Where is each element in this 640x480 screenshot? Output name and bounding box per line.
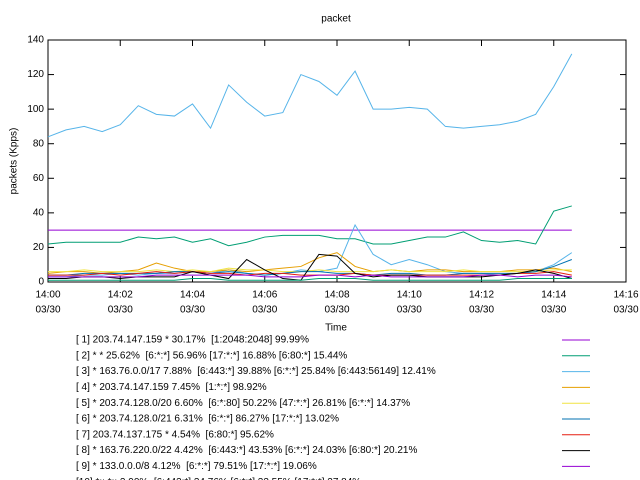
y-tick-label: 100 [27, 104, 44, 115]
x-axis-label: Time [325, 323, 347, 334]
series-line [48, 278, 572, 281]
x-tick-label: 14:10 [397, 290, 422, 301]
legend-label: [ 3] * 163.76.0.0/17 7.88% [6:443:*] 39.… [76, 366, 436, 377]
series-line [47, 53, 573, 138]
series-line [48, 223, 573, 278]
x-tick-label: 03/30 [613, 305, 638, 316]
x-tick-label: 14:00 [35, 290, 60, 301]
y-tick-label: 20 [33, 242, 45, 253]
y-tick-label: 80 [33, 138, 45, 149]
x-tick-label: 14:02 [108, 290, 133, 301]
x-tick-label: 14:04 [180, 290, 205, 301]
x-tick-label: 03/30 [469, 305, 494, 316]
x-tick-label: 03/30 [541, 305, 566, 316]
legend-label: [ 9] * 133.0.0.0/8 4.12% [6:*:*] 79.51% … [76, 461, 317, 472]
x-tick-label: 03/30 [324, 305, 349, 316]
chart-title: packet [321, 14, 351, 25]
legend-label: [ 1] 203.74.147.159 * 30.17% [1:2048:204… [76, 335, 309, 346]
x-tick-label: 03/30 [108, 305, 133, 316]
x-tick-label: 14:06 [252, 290, 277, 301]
legend-label: [ 6] * 203.74.128.0/21 6.31% [6:*:*] 86.… [76, 414, 339, 425]
legend-label: [10] *:: *:: 2.90% [6:443:*] 34.76% [6:*… [76, 477, 361, 480]
x-tick-label: 14:08 [324, 290, 349, 301]
x-tick-label: 14:16 [613, 290, 638, 301]
series-line [47, 252, 572, 274]
y-tick-label: 0 [38, 277, 44, 288]
legend-label: [ 5] * 203.74.128.0/20 6.60% [6:*:80] 50… [76, 398, 410, 409]
y-tick-label: 40 [33, 207, 45, 218]
series-line [48, 267, 572, 273]
x-tick-label: 14:12 [469, 290, 494, 301]
series-line [48, 274, 572, 278]
legend-label: [ 2] * * 25.62% [6:*:*] 56.96% [17:*:*] … [76, 350, 347, 361]
x-tick-label: 03/30 [252, 305, 277, 316]
legend-label: [ 8] * 163.76.220.0/22 4.42% [6:443:*] 4… [76, 445, 417, 456]
series-line [47, 205, 572, 247]
x-tick-label: 03/30 [35, 305, 60, 316]
x-tick-label: 03/30 [180, 305, 205, 316]
y-tick-label: 140 [27, 35, 44, 46]
legend-label: [ 4] * 203.74.147.159 7.45% [1:*:*] 98.9… [76, 382, 267, 393]
y-tick-label: 60 [33, 173, 45, 184]
legend-label: [ 7] 203.74.137.175 * 4.54% [6:80:*] 95.… [76, 429, 274, 440]
x-tick-label: 03/30 [397, 305, 422, 316]
y-axis-label: packets (Kpps) [9, 128, 20, 195]
y-tick-label: 120 [27, 69, 44, 80]
plot-border [47, 39, 627, 283]
x-tick-label: 14:14 [541, 290, 566, 301]
